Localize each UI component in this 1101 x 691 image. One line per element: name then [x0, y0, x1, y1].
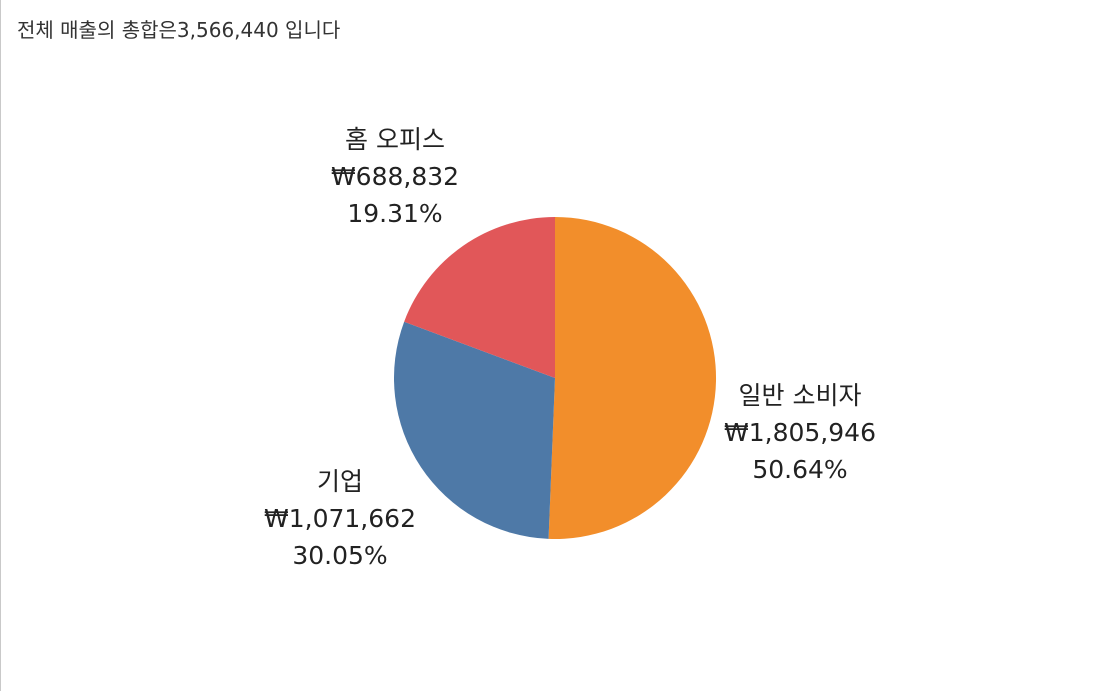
slice-percent-label: 50.64% — [752, 455, 847, 484]
slice-value-label: ₩688,832 — [331, 162, 459, 191]
pie-slice[interactable] — [548, 217, 717, 539]
slice-name-label: 홈 오피스 — [345, 125, 445, 154]
slice-percent-label: 19.31% — [347, 199, 442, 228]
pie-slices — [393, 217, 717, 539]
pie-labels: 일반 소비자 ₩1,805,946 50.64% 기업 ₩1,071,662 30.05%… — [264, 125, 876, 570]
slice-value-label: ₩1,805,946 — [724, 418, 876, 447]
slice-name-label: 일반 소비자 — [739, 381, 862, 410]
slice-percent-label: 30.05% — [292, 541, 387, 570]
pie-slice[interactable] — [404, 217, 555, 378]
pie-slice[interactable] — [393, 321, 555, 539]
slice-value-label: ₩1,071,662 — [264, 504, 416, 533]
chart-title: 전체 매출의 총합은3,566,440 입니다 — [17, 18, 341, 42]
slice-name-label: 기업 — [317, 467, 363, 496]
